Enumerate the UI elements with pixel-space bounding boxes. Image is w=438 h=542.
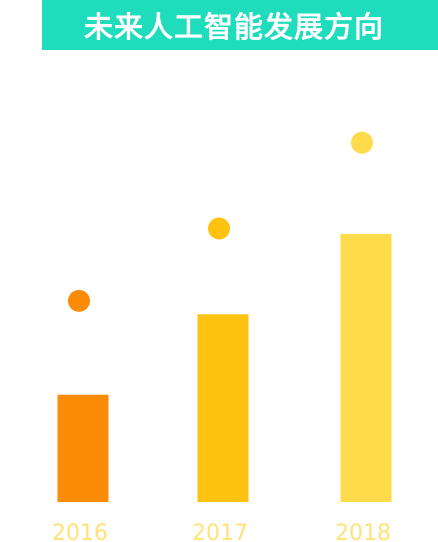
bar-2018 [340,233,392,502]
bar-2017 [197,314,249,502]
x-tick-label-2016: 2016 [52,521,108,542]
x-tick-label-2017: 2017 [192,521,248,542]
x-tick-label-2018: 2018 [335,521,391,542]
marker-2018 [351,131,373,154]
marker-2016 [68,289,90,312]
marker-2017 [208,217,230,240]
chart-title: 未来人工智能发展方向 [84,10,385,44]
bar-2016 [57,394,109,502]
title-banner: 未来人工智能发展方向 [42,0,438,50]
